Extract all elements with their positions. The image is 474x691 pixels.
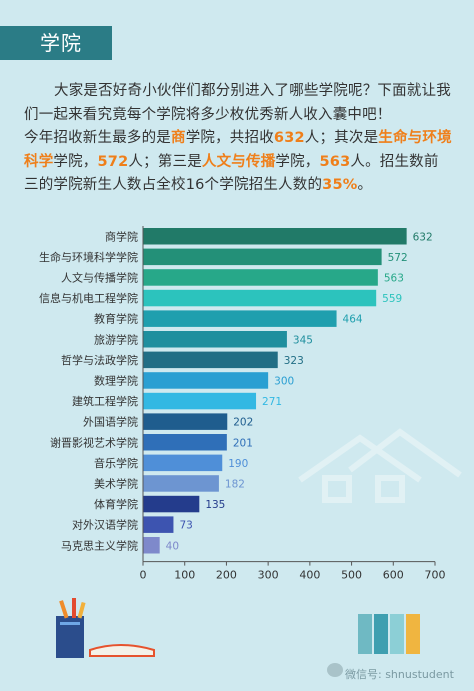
category-label: 美术学院	[94, 476, 138, 490]
category-label: 人文与传播学院	[61, 270, 138, 284]
data-label: 572	[388, 252, 408, 264]
data-label: 345	[293, 334, 313, 346]
bar	[143, 331, 287, 348]
x-tick-label: 400	[299, 569, 320, 582]
data-label: 559	[382, 293, 402, 305]
bar	[143, 475, 219, 492]
bar	[143, 351, 278, 369]
data-label: 464	[343, 314, 363, 326]
bar	[143, 372, 269, 389]
page-title: 学院	[40, 31, 82, 55]
header-bar	[0, 26, 112, 60]
category-label: 教育学院	[94, 312, 138, 326]
category-label: 对外汉语学院	[72, 518, 138, 532]
x-tick-label: 0	[140, 569, 147, 582]
category-label: 马克思主义学院	[61, 538, 138, 552]
data-label: 323	[284, 355, 304, 367]
x-tick-label: 500	[341, 569, 362, 582]
category-label: 谢晋影视艺术学院	[50, 435, 138, 449]
pencil-cup-icon	[56, 598, 155, 658]
data-label: 202	[233, 417, 253, 429]
x-tick-label: 300	[258, 569, 279, 582]
data-label: 300	[274, 375, 294, 387]
category-label: 商学院	[105, 229, 138, 243]
bar	[143, 310, 337, 327]
bar	[143, 248, 382, 266]
bar	[143, 537, 160, 554]
bar	[143, 228, 407, 245]
watermark: 微信号: shnustudent	[345, 668, 454, 681]
bar	[143, 434, 227, 451]
intro-text: 大家是否好奇小伙伴们都分别进入了哪些学院呢？下面就让我们一起来看究竟每个学院将多…	[24, 83, 452, 193]
x-tick-label: 100	[174, 569, 195, 582]
category-label: 数理学院	[94, 373, 138, 387]
data-label: 40	[166, 540, 179, 552]
bar	[143, 413, 228, 430]
category-label: 哲学与法政学院	[61, 353, 138, 367]
category-label: 体育学院	[94, 497, 138, 511]
category-label: 旅游学院	[94, 332, 138, 346]
data-label: 563	[384, 272, 404, 284]
category-label: 建筑工程学院	[72, 394, 138, 408]
bar	[143, 454, 223, 472]
bar	[143, 392, 257, 410]
data-label: 73	[179, 520, 192, 532]
bar	[143, 516, 174, 533]
category-label: 外国语学院	[83, 415, 138, 429]
x-tick-label: 700	[425, 569, 446, 582]
wechat-icon	[327, 663, 343, 677]
category-label: 信息与机电工程学院	[39, 291, 138, 305]
books-icon	[358, 614, 420, 654]
x-tick-label: 600	[383, 569, 404, 582]
intro-p1: 大家是否好奇小伙伴们都分别进入了哪些学院呢？下面就让我们一起来看究竟每个学院将多…	[24, 83, 451, 123]
data-label: 201	[233, 437, 253, 449]
data-label: 632	[413, 231, 433, 243]
bar	[143, 289, 377, 307]
house-decoration-icon	[298, 428, 462, 503]
bar	[143, 269, 378, 286]
category-label: 生命与环境科学学院	[39, 250, 138, 264]
data-label: 271	[262, 396, 282, 408]
bar	[143, 495, 200, 513]
data-label: 135	[205, 499, 225, 511]
category-label: 音乐学院	[94, 456, 138, 470]
enrollment-bar-chart: 商学院 632 生命与环境科学学院 572 人文与传播学院 563 信息与机电工程学院 559…	[39, 226, 446, 582]
x-tick-label: 200	[216, 569, 237, 582]
data-label: 190	[228, 458, 248, 470]
data-label: 182	[225, 478, 245, 490]
